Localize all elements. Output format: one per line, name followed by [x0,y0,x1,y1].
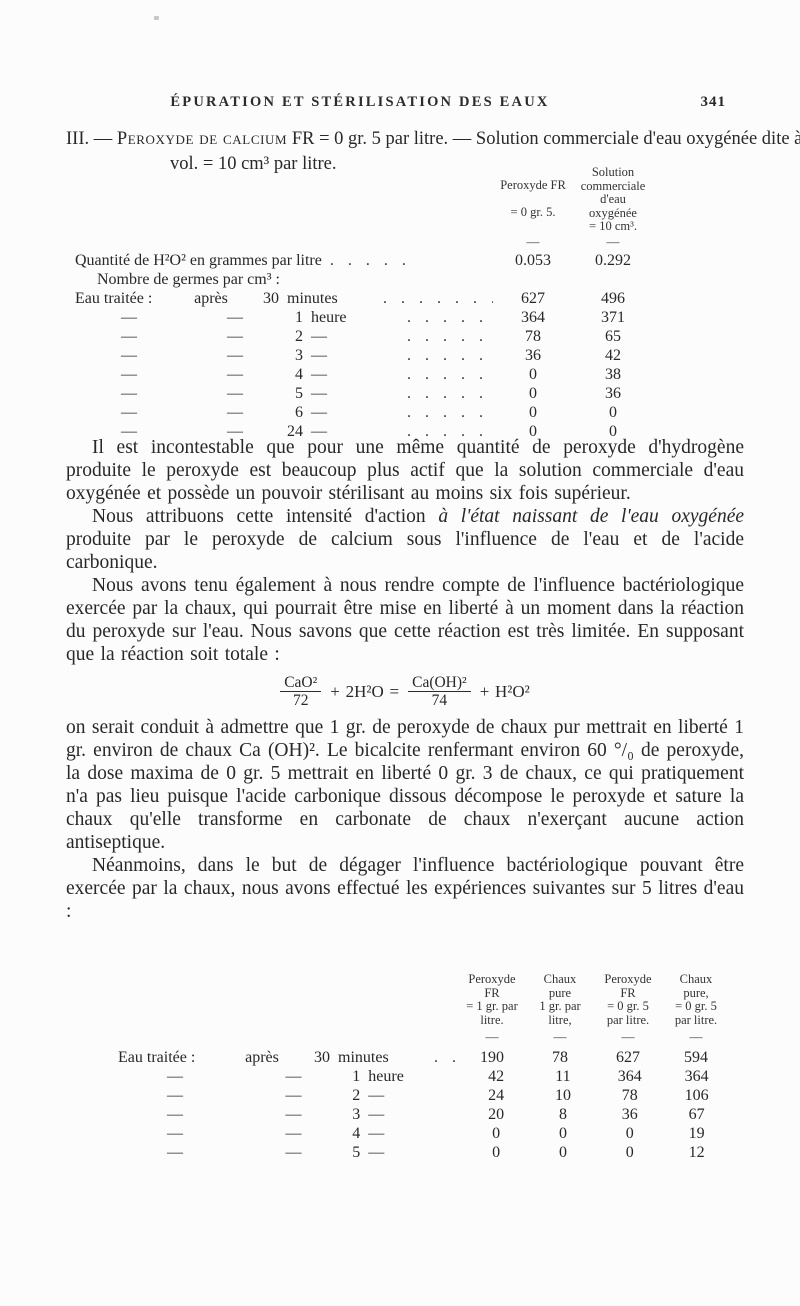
table-row: — — 2 — . . . . . . . . . . 78 65 [121,328,621,345]
table-row: — — 24 — . . . . . . . . . . 0 0 [121,423,617,440]
paragraph-1: Il est incontestable que pour une même q… [66,437,744,504]
running-head-title: ÉPURATION ET STÉRILISATION DES EAUX [170,94,550,110]
fraction-cao2-72: CaO² 72 [280,674,322,709]
page-number: 341 [700,94,726,110]
fraction-caoh2-74: Ca(OH)² 74 [408,674,471,709]
equation-middle: + 2H²O = [330,681,400,701]
section-heading-smallcaps: Peroxyde de calcium [116,129,288,149]
table-row: Quantité de H²O² en grammes par litre . … [75,252,631,269]
equation-tail: + H²O² [479,681,530,701]
table1-col1-header: Peroxyde FR = 0 gr. 5. [500,178,566,219]
table-subheading: Nombre de germes par cm³ : [97,271,280,288]
table2-col4-header: Chaux pure, = 0 gr. 5 par litre. [674,972,718,1027]
table1-header: Peroxyde FR = 0 gr. 5. Solution commerci… [75,165,653,236]
paragraph-4: on serait conduit à admettre que 1 gr. d… [66,717,744,853]
table-row: — — 1 heure . . . . . . . . . 364 371 [121,309,625,326]
section-heading: III. — Peroxyde de calcium FR = 0 gr. 5 … [66,127,800,177]
table-row: — — 4 — . . . . . . . . . . 0 38 [121,366,621,383]
table1-rows: Quantité de H²O² en grammes par litre . … [75,251,653,441]
table2-col3-header: Peroxyde FR = 0 gr. 5 par litre. [604,972,652,1027]
table-row: Eau traitée : après 30 minutes . . . . .… [75,290,625,307]
table-row: — — 6 — . . . . . . . . . . 0 0 [121,404,617,421]
section-heading-rest: FR = 0 gr. 5 par litre. — Solution comme… [170,129,800,174]
body-text: Il est incontestable que pour une même q… [66,436,744,923]
table-row: — — 5 — . . . . . . . . . . 0 36 [121,385,621,402]
table-germ-counts-1: Peroxyde FR = 0 gr. 5. Solution commerci… [75,165,653,441]
table-row: — — 2 — . . . . 24 10 78 106 [166,1087,709,1104]
table2-col1-header: Peroxyde FR = 1 gr. par litre. [466,972,518,1027]
table-germ-counts-2: Peroxyde FR = 1 gr. par litre. Chaux pur… [118,972,730,1162]
section-numeral: III. — [66,129,117,149]
table-row: — — 1 heure . . . . 42 11 364 364 [166,1068,709,1085]
table2-col2-header: Chaux pure 1 gr. par litre, [539,972,581,1027]
table2-header: Peroxyde FR = 1 gr. par litre. Chaux pur… [118,972,730,1031]
paragraph-2: Nous attribuons cette intensité d'action… [66,506,744,573]
paragraph-5: Néanmoins, dans le but de dégager l'infl… [66,855,744,922]
table1-header-rule: — — [526,234,620,249]
table2-rows: Eau traitée : après 30 minutes . . . 190… [118,1048,730,1162]
italic-phrase: à l'état naissant de l'eau oxygénée [438,506,744,527]
table-row: — — 3 — . . . . . . . . . . 36 42 [121,347,621,364]
table-row: — — 3 — . . . . 20 8 36 67 [166,1106,705,1123]
table-row: — — 5 — . . . . 0 0 0 12 [166,1144,705,1161]
table-row: Eau traitée : après 30 minutes . . . 190… [118,1049,708,1066]
table2-header-rule: — — — — [485,1029,703,1044]
table-row: — — 4 — . . . . 0 0 0 19 [166,1125,705,1142]
table1-col2-header: Solution commerciale d'eau oxygénée = 10… [580,165,646,233]
paragraph-3: Nous avons tenu également à nous rendre … [66,575,744,665]
chemical-equation: CaO² 72 + 2H²O = Ca(OH)² 74 + H²O² [66,668,744,714]
scan-artifact-speck [154,16,159,20]
running-head: ÉPURATION ET STÉRILISATION DES EAUX 341 [0,94,800,114]
